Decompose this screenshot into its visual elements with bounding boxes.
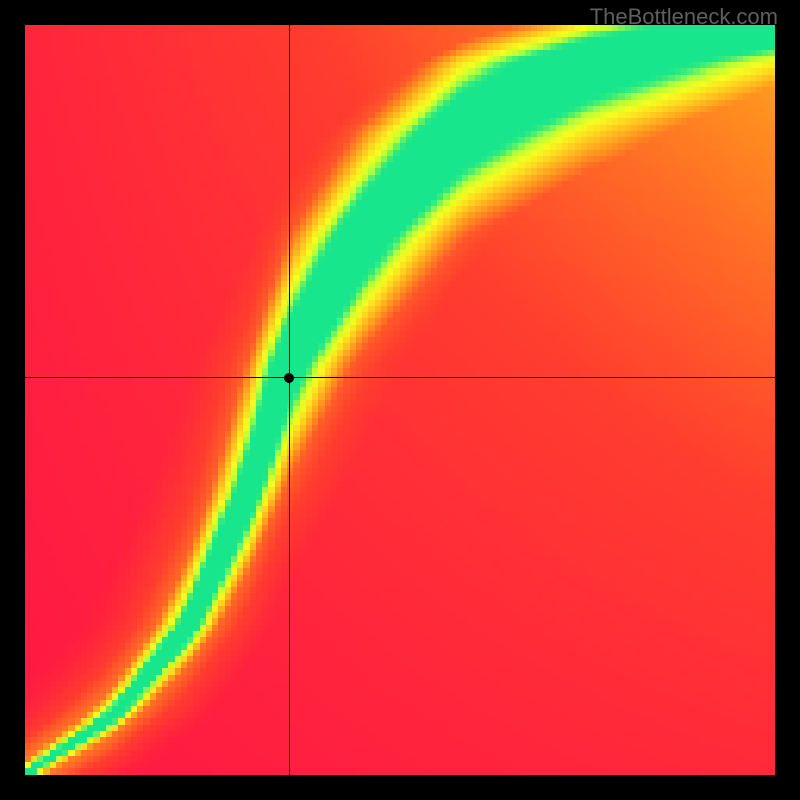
watermark-text: TheBottleneck.com	[590, 4, 778, 30]
crosshair-horizontal	[25, 377, 775, 378]
crosshair-vertical	[289, 25, 290, 775]
bottleneck-heatmap	[25, 25, 775, 775]
crosshair-dot	[284, 373, 294, 383]
chart-container: TheBottleneck.com	[0, 0, 800, 800]
